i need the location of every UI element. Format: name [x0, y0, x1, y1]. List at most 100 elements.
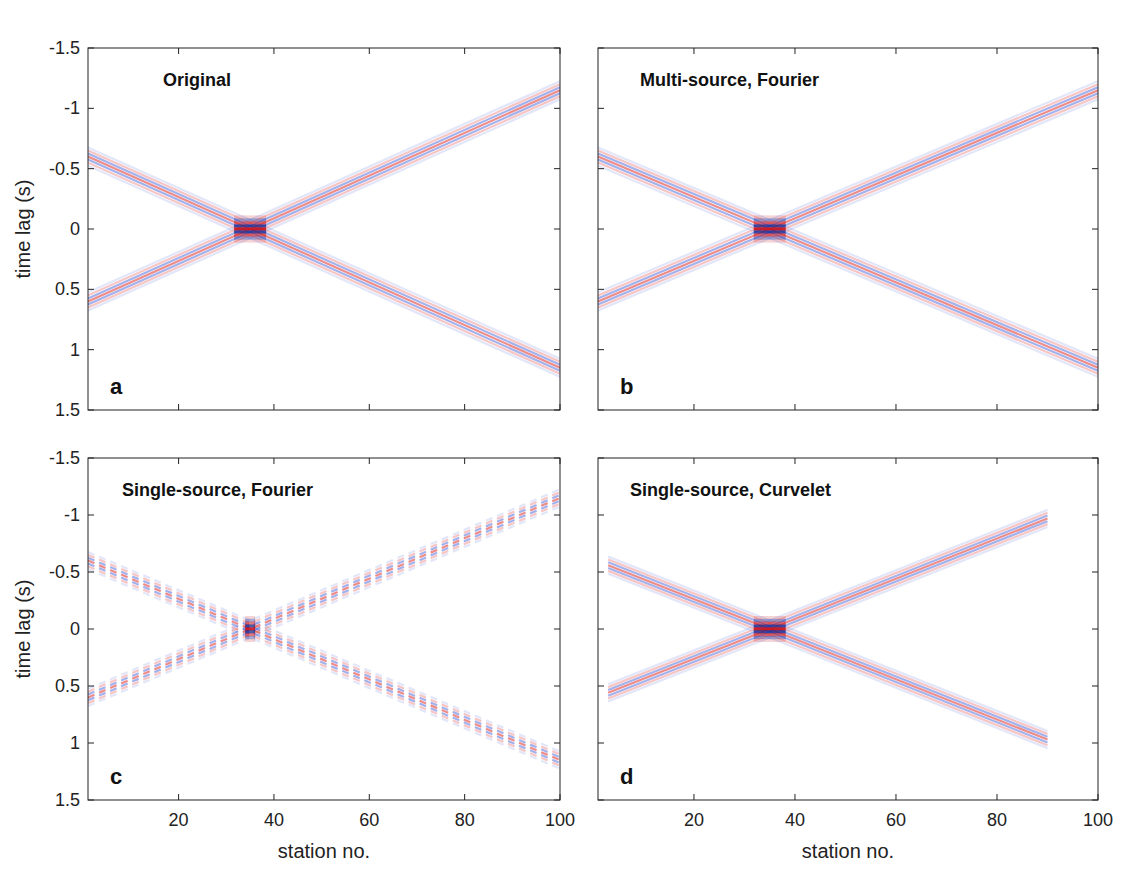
panel-title: Multi-source, Fourier — [640, 70, 819, 90]
focus-blob — [245, 636, 255, 639]
x-tick — [464, 48, 465, 54]
focus-blob — [754, 619, 786, 622]
frame — [598, 48, 1098, 410]
y-tick — [88, 800, 94, 801]
y-tick-label: 0 — [70, 619, 80, 639]
y-tick — [88, 48, 94, 49]
event-line — [88, 148, 560, 359]
y-tick — [88, 108, 94, 109]
y-tick-label: -1.5 — [49, 448, 80, 468]
event-line — [88, 569, 560, 769]
y-tick — [554, 48, 560, 49]
focus-blob — [754, 221, 786, 224]
focus-blob — [234, 218, 266, 221]
y-tick — [598, 629, 604, 630]
event-line — [88, 81, 560, 292]
panel-title: Single-source, Curvelet — [630, 480, 831, 500]
plot-area — [598, 81, 1098, 377]
x-tick — [996, 794, 997, 800]
y-tick — [598, 168, 604, 169]
y-tick — [598, 800, 604, 801]
y-tick — [1092, 629, 1098, 630]
event-line — [88, 566, 560, 766]
y-tick — [598, 289, 604, 290]
x-tick-label: 40 — [264, 810, 284, 830]
y-tick — [1092, 289, 1098, 290]
y-tick — [1092, 168, 1098, 169]
x-tick — [794, 48, 795, 54]
y-tick-label: 1.5 — [55, 790, 80, 810]
focus-blob — [754, 633, 786, 636]
event-line — [88, 151, 560, 362]
y-tick — [554, 108, 560, 109]
y-tick — [554, 686, 560, 687]
y-tick — [598, 410, 604, 411]
x-tick-label: 60 — [359, 810, 379, 830]
event-line — [88, 552, 560, 752]
focus-blob — [234, 221, 266, 224]
x-tick — [996, 48, 997, 54]
x-tick — [895, 404, 896, 410]
y-tick — [88, 572, 94, 573]
x-tick-label: 80 — [455, 810, 475, 830]
y-tick — [554, 629, 560, 630]
focus-blob — [234, 224, 266, 227]
x-tick — [1098, 458, 1099, 464]
focus-blob — [754, 639, 786, 642]
y-tick — [554, 572, 560, 573]
y-tick — [1092, 229, 1098, 230]
focus-blob — [245, 622, 255, 625]
event-line — [88, 157, 560, 368]
y-tick — [1092, 515, 1098, 516]
event-line — [598, 160, 1098, 371]
event-line — [598, 151, 1098, 362]
event-line — [88, 87, 560, 298]
y-tick — [554, 458, 560, 459]
panel-letter: d — [620, 764, 633, 789]
x-tick — [464, 794, 465, 800]
focus-blob — [245, 627, 255, 630]
event-line — [598, 90, 1098, 301]
event-line — [88, 93, 560, 304]
y-tick — [1092, 686, 1098, 687]
event-line — [598, 87, 1098, 298]
x-tick — [560, 404, 561, 410]
y-tick — [598, 229, 604, 230]
y-tick — [88, 289, 94, 290]
focus-blob — [754, 224, 786, 227]
focus-blob — [234, 233, 266, 236]
event-line — [88, 555, 560, 755]
event-line — [88, 495, 560, 695]
x-tick — [895, 794, 896, 800]
x-tick — [178, 458, 179, 464]
focus-blob — [754, 230, 786, 233]
x-tick — [693, 404, 694, 410]
x-tick — [273, 404, 274, 410]
x-tick — [369, 48, 370, 54]
y-tick-label: -1 — [64, 505, 80, 525]
y-tick-label: 1 — [70, 733, 80, 753]
x-tick — [560, 48, 561, 54]
y-tick — [88, 410, 94, 411]
x-tick-label: 40 — [785, 810, 805, 830]
x-tick — [178, 404, 179, 410]
focus-blob — [754, 227, 786, 230]
plot-area — [608, 510, 1047, 748]
event-line — [608, 527, 1047, 701]
y-tick — [598, 515, 604, 516]
event-line — [88, 160, 560, 371]
y-tick-label: 0.5 — [55, 279, 80, 299]
y-tick — [1092, 572, 1098, 573]
panel: Multi-source, Fourierb — [598, 48, 1098, 410]
x-tick — [369, 794, 370, 800]
y-tick — [554, 743, 560, 744]
x-tick — [273, 458, 274, 464]
focus-blob — [234, 230, 266, 233]
focus-blob — [234, 227, 266, 230]
event-line — [608, 513, 1047, 687]
y-tick — [1092, 458, 1098, 459]
focus-blob — [245, 616, 255, 619]
event-line — [88, 561, 560, 761]
event-line — [88, 498, 560, 698]
plot-area — [88, 81, 560, 377]
